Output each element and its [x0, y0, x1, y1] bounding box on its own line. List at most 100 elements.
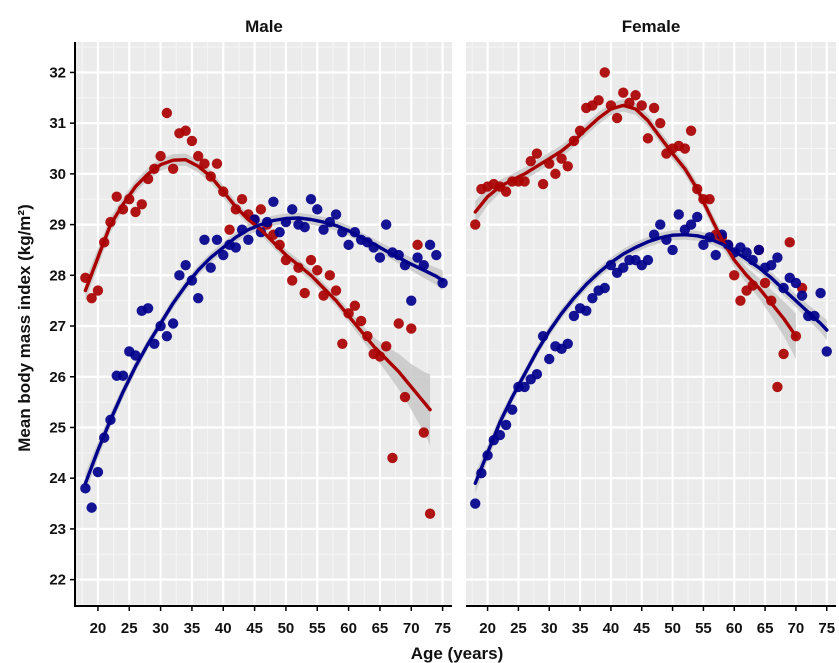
data-point [790, 277, 802, 289]
x-tick-label: 55 [309, 620, 326, 637]
data-point [406, 295, 417, 306]
y-tick-label: 23 [49, 521, 66, 538]
data-point [424, 508, 436, 519]
data-point [387, 452, 398, 464]
data-point [86, 292, 97, 304]
x-tick-label: 40 [603, 620, 620, 637]
data-point [136, 199, 147, 210]
x-tick-label: 45 [633, 620, 650, 637]
x-tick-label: 50 [664, 620, 681, 637]
data-point [525, 155, 536, 167]
data-point [111, 191, 122, 202]
data-point [92, 466, 104, 478]
data-point [92, 285, 104, 296]
data-point [324, 270, 335, 281]
data-point [149, 338, 160, 349]
data-point [618, 87, 629, 98]
data-point [796, 290, 808, 301]
data-point [759, 277, 771, 289]
data-point [155, 150, 166, 162]
panel-0: Male 22 23 24 25 26 27 28 29 30 31 32 20 25 30 35 40 45 50… [49, 17, 452, 637]
x-tick-label: 20 [479, 620, 496, 637]
data-point [470, 219, 481, 230]
data-point [205, 262, 216, 273]
data-point [562, 338, 573, 349]
data-point [704, 194, 715, 205]
x-tick-label: 70 [788, 620, 805, 637]
panel-background [76, 42, 452, 605]
data-point [381, 219, 392, 230]
panel-title: Male [245, 17, 283, 36]
data-point [374, 252, 386, 263]
data-point [299, 221, 310, 233]
data-point [537, 178, 549, 190]
data-point [230, 204, 241, 215]
data-point [305, 194, 317, 205]
x-tick-label: 35 [184, 620, 201, 637]
data-point [562, 161, 573, 172]
data-point [199, 158, 210, 169]
data-point [230, 242, 241, 253]
data-point [618, 262, 629, 273]
data-point [424, 239, 436, 251]
data-point [349, 300, 361, 311]
data-point [211, 158, 223, 169]
data-point [630, 90, 641, 101]
data-point [500, 419, 512, 431]
data-point [193, 150, 204, 162]
data-point [330, 285, 342, 296]
fit-line [473, 103, 798, 338]
data-point [130, 206, 141, 218]
data-point [821, 346, 832, 357]
data-point [236, 194, 248, 205]
data-point [673, 209, 684, 220]
data-point [180, 259, 191, 271]
y-axis-title: Mean body mass index (kg/m²) [15, 204, 34, 452]
panel-title: Female [622, 17, 681, 36]
x-tick-label: 25 [121, 620, 138, 637]
data-point [312, 204, 323, 215]
data-point [593, 95, 604, 106]
x-tick-label: 60 [726, 620, 743, 637]
data-point [655, 117, 666, 129]
x-tick-label: 75 [434, 620, 451, 637]
y-tick-label: 31 [49, 115, 66, 132]
data-point [772, 381, 783, 393]
data-point [305, 254, 317, 266]
data-point [337, 338, 348, 349]
data-point [679, 143, 691, 154]
data-point [167, 318, 179, 329]
x-tick-label: 20 [90, 620, 107, 637]
y-tick-label: 28 [49, 267, 66, 284]
data-point [211, 234, 223, 246]
data-point [199, 234, 210, 246]
data-point [815, 287, 826, 299]
panel-1: Female 20 25 30 35 40 45 50 55 60 65 70 75 [466, 17, 836, 637]
data-point [698, 239, 709, 251]
data-point [412, 252, 423, 263]
data-point [544, 353, 555, 365]
data-point [655, 219, 666, 230]
data-point [255, 204, 267, 215]
series-points-1 [470, 209, 832, 509]
data-point [312, 265, 323, 276]
data-point [685, 125, 697, 136]
data-point [648, 102, 660, 114]
data-point [299, 287, 310, 299]
data-point [500, 186, 512, 197]
y-tick-label: 22 [49, 572, 66, 589]
y-tick-label: 25 [49, 419, 66, 436]
x-tick-label: 75 [818, 620, 835, 637]
data-point [355, 315, 367, 327]
x-tick-label: 65 [757, 620, 774, 637]
x-tick-label: 65 [372, 620, 389, 637]
data-point [80, 483, 91, 494]
data-point [381, 341, 392, 352]
data-point [287, 204, 298, 215]
data-point [587, 292, 598, 304]
data-point [224, 224, 235, 235]
y-tick-label: 30 [49, 166, 66, 183]
x-tick-label: 40 [215, 620, 232, 637]
y-tick-label: 32 [49, 64, 66, 81]
data-point [470, 498, 481, 509]
